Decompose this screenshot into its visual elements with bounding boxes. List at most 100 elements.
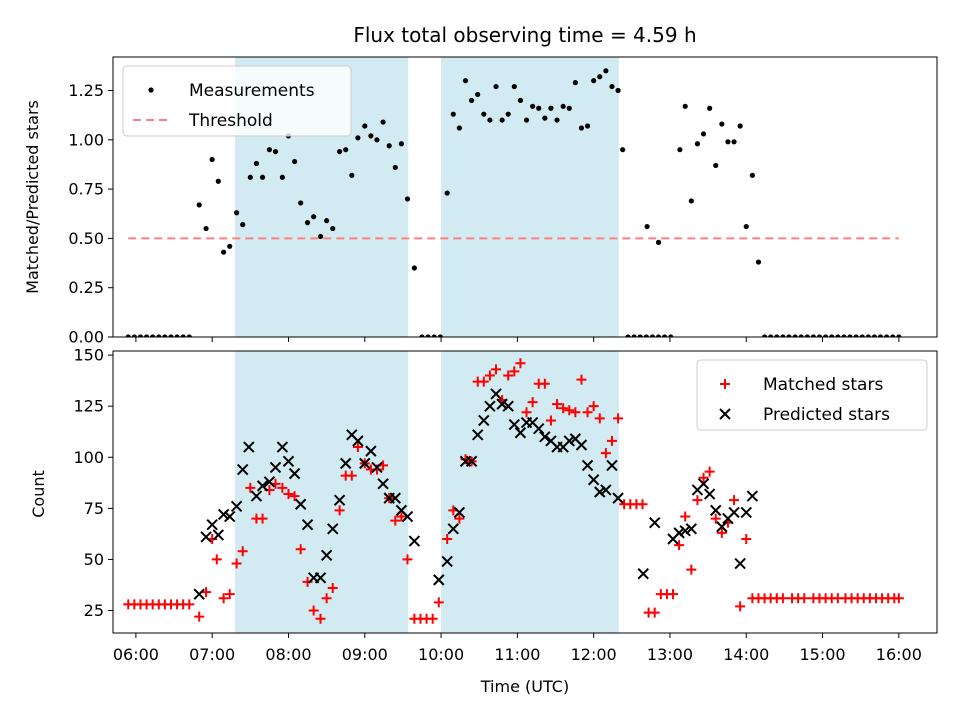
bottom-xtick-label-6: 12:00 xyxy=(571,645,617,664)
top-measurements-point-55 xyxy=(475,91,481,98)
bottom-matched-stars-point-18 xyxy=(237,546,248,557)
bottom-predicted-stars-point-65 xyxy=(637,568,649,580)
top-measurements-point-78 xyxy=(615,87,621,94)
top-axes-frame xyxy=(112,56,938,338)
top-legend-box xyxy=(122,65,352,137)
bottom-matched-stars-point-75 xyxy=(594,413,605,424)
top-measurements-point-18 xyxy=(240,222,246,228)
bottom-matched-stars-point-33 xyxy=(334,505,345,516)
top-legend: Measurements Threshold xyxy=(122,65,352,137)
bottom-matched-stars-point-44 xyxy=(402,554,413,565)
bottom-matched-stars-point-29 xyxy=(308,605,319,616)
top-measurements-point-49 xyxy=(437,334,443,337)
top-measurements-point-13 xyxy=(209,156,215,163)
bottom-matched-stars-point-98 xyxy=(735,601,746,612)
top-measurements-point-88 xyxy=(644,223,650,230)
bottom-matched-stars-point-91 xyxy=(692,495,703,506)
top-measurements-point-7 xyxy=(168,334,174,337)
bottom-predicted-stars-point-14 xyxy=(282,455,295,468)
top-measurements-point-76 xyxy=(603,68,609,74)
top-measurements-point-50 xyxy=(444,190,450,196)
bottom-predicted-stars-point-68 xyxy=(673,527,685,539)
bottom-matched-stars-point-17 xyxy=(231,558,242,569)
bottom-predicted-stars-point-3 xyxy=(212,529,224,541)
bottom-matched-stars-point-50 xyxy=(442,534,453,544)
bottom-predicted-stars-point-58 xyxy=(575,439,588,451)
bottom-xtick-label-1: 07:00 xyxy=(189,645,235,664)
bottom-matched-stars-point-21 xyxy=(257,513,268,524)
top-ytick-label-4: 1.00 xyxy=(68,130,104,149)
bottom-predicted-stars-point-60 xyxy=(587,474,600,486)
bottom-predicted-stars-point-1 xyxy=(200,531,212,543)
bottom-predicted-stars-point-0 xyxy=(193,588,205,600)
bottom-matched-stars-point-123 xyxy=(893,593,904,604)
top-measurements-point-59 xyxy=(499,117,505,123)
top-measurements-point-35 xyxy=(349,172,355,178)
bottom-matched-stars-point-93 xyxy=(704,466,715,477)
bottom-matched-stars-point-73 xyxy=(582,407,593,418)
top-y-axis-label: Matched/Predicted stars xyxy=(23,100,42,294)
bottom-ytick-label-3: 100 xyxy=(73,448,104,467)
top-measurements-point-19 xyxy=(247,174,253,180)
top-measurements-point-95 xyxy=(707,105,713,111)
top-measurements-point-31 xyxy=(324,218,330,224)
top-measurements-point-24 xyxy=(279,174,285,180)
top-measurements-point-16 xyxy=(227,243,233,249)
top-measurements-point-107 xyxy=(780,334,786,337)
top-measurements-point-51 xyxy=(450,111,456,117)
top-measurements-point-98 xyxy=(725,139,731,145)
bottom-matched-stars-point-67 xyxy=(545,415,556,426)
bottom-predicted-stars-point-52 xyxy=(539,431,551,443)
bottom-shaded-interval-1 xyxy=(441,351,619,633)
top-measurements-point-15 xyxy=(221,249,227,255)
top-measurements-point-91 xyxy=(682,103,688,109)
bottom-predicted-stars-point-74 xyxy=(710,504,722,517)
top-measurements-point-105 xyxy=(768,334,774,337)
top-measurements-point-20 xyxy=(253,160,260,167)
top-measurements-point-73 xyxy=(584,123,591,129)
top-ytick-label-5: 1.25 xyxy=(68,81,104,100)
top-measurements-point-71 xyxy=(572,80,578,86)
top-measurements-point-96 xyxy=(713,162,719,169)
bottom-predicted-stars-point-45 xyxy=(496,398,508,410)
bottom-matched-stars-point-14 xyxy=(211,554,222,565)
top-legend-label-1: Threshold xyxy=(188,111,273,131)
top-measurements-point-8 xyxy=(174,334,180,337)
bottom-predicted-stars-point-28 xyxy=(371,461,383,474)
bottom-matched-stars-point-66 xyxy=(539,378,550,389)
bottom-matched-stars-point-35 xyxy=(346,470,357,481)
bottom-matched-stars-point-25 xyxy=(283,489,294,500)
top-ytick-label-1: 0.25 xyxy=(68,278,104,297)
chart-title: Flux total observing time = 4.59 h xyxy=(353,23,696,47)
top-measurements-point-68 xyxy=(554,117,560,123)
top-measurements-point-110 xyxy=(798,334,804,337)
bottom-matched-stars-point-77 xyxy=(606,435,617,446)
top-measurements-point-57 xyxy=(487,117,493,123)
top-measurements-point-12 xyxy=(203,225,209,232)
top-measurements-point-6 xyxy=(162,334,168,337)
bottom-matched-stars-point-49 xyxy=(433,597,444,608)
top-measurements-point-58 xyxy=(493,83,499,90)
top-measurements-point-3 xyxy=(143,334,150,337)
bottom-ytick-label-0: 25 xyxy=(84,601,104,620)
top-measurements-point-109 xyxy=(792,334,798,337)
top-measurements-point-43 xyxy=(398,141,404,147)
bottom-predicted-stars-point-2 xyxy=(206,518,218,531)
top-measurements-point-14 xyxy=(215,178,221,184)
bottom-legend: Matched stars Predicted stars xyxy=(696,359,928,431)
top-measurements-point-26 xyxy=(291,158,298,165)
top-measurements-point-2 xyxy=(137,334,144,337)
top-measurements-point-119 xyxy=(853,334,859,337)
top-measurements-point-47 xyxy=(425,334,431,337)
top-ytick-label-3: 0.75 xyxy=(68,180,104,199)
top-measurements-point-5 xyxy=(156,334,162,337)
top-measurements-point-80 xyxy=(625,334,631,337)
bottom-matched-stars-point-57 xyxy=(484,370,495,381)
bottom-predicted-stars-point-51 xyxy=(533,422,545,435)
top-measurements-point-42 xyxy=(392,164,398,171)
top-ytick-label-2: 0.50 xyxy=(68,229,104,248)
bottom-matched-stars-point-90 xyxy=(686,564,697,575)
top-measurements-point-81 xyxy=(631,334,637,337)
bottom-predicted-stars-point-15 xyxy=(288,467,301,480)
